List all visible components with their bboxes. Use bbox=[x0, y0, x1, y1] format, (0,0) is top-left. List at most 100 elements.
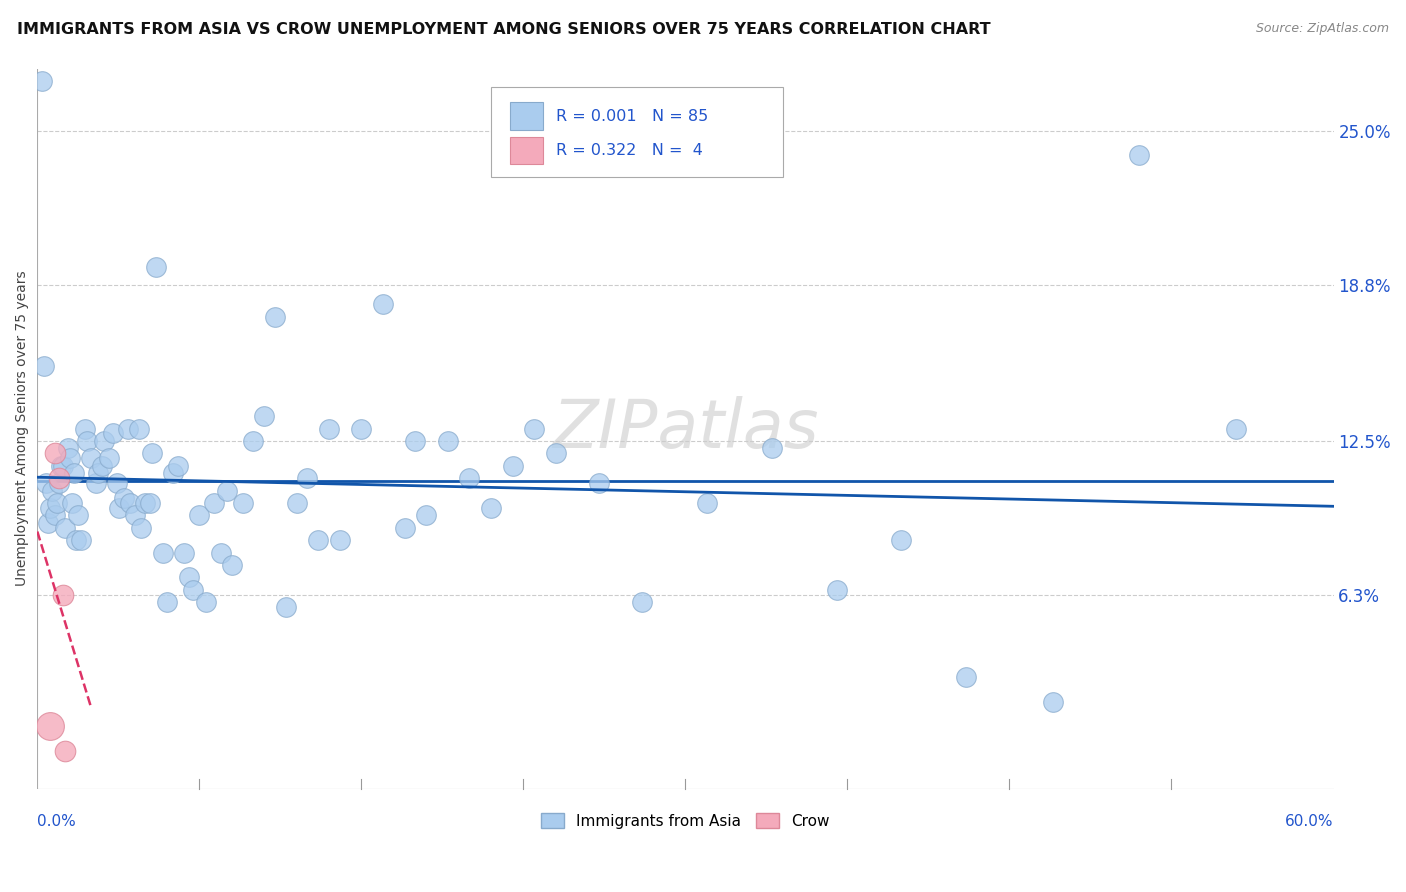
Point bbox=[307, 533, 329, 548]
Point bbox=[41, 483, 63, 498]
Point bbox=[1128, 148, 1150, 162]
Point bbox=[1225, 421, 1247, 435]
FancyBboxPatch shape bbox=[510, 103, 543, 129]
Point bbox=[39, 500, 62, 515]
Legend: Immigrants from Asia, Crow: Immigrants from Asia, Crow bbox=[534, 806, 837, 835]
Point bbox=[1042, 695, 1064, 709]
Point bbox=[49, 458, 72, 473]
Point bbox=[84, 476, 107, 491]
Point bbox=[48, 471, 70, 485]
Point bbox=[55, 521, 77, 535]
Point bbox=[138, 496, 160, 510]
FancyBboxPatch shape bbox=[510, 136, 543, 164]
Point bbox=[194, 595, 217, 609]
Point bbox=[955, 670, 977, 684]
Point bbox=[436, 434, 458, 448]
Point bbox=[37, 516, 59, 530]
Point bbox=[209, 546, 232, 560]
Point bbox=[188, 508, 211, 523]
Point bbox=[44, 446, 66, 460]
Point bbox=[458, 471, 481, 485]
Point bbox=[329, 533, 352, 548]
Point bbox=[124, 508, 146, 523]
Point bbox=[80, 451, 103, 466]
Text: Source: ZipAtlas.com: Source: ZipAtlas.com bbox=[1256, 22, 1389, 36]
Point bbox=[91, 458, 114, 473]
Point bbox=[45, 496, 67, 510]
Point bbox=[76, 434, 98, 448]
Point bbox=[173, 546, 195, 560]
Point bbox=[181, 582, 204, 597]
Point bbox=[371, 297, 394, 311]
Point bbox=[285, 496, 308, 510]
Point bbox=[120, 496, 142, 510]
Point bbox=[39, 719, 62, 733]
Text: ZIPatlas: ZIPatlas bbox=[553, 395, 818, 461]
Point bbox=[65, 533, 87, 548]
Point bbox=[544, 446, 567, 460]
Point bbox=[87, 467, 110, 481]
Point bbox=[129, 521, 152, 535]
FancyBboxPatch shape bbox=[491, 87, 783, 177]
Point bbox=[63, 467, 86, 481]
Text: R = 0.322   N =  4: R = 0.322 N = 4 bbox=[555, 143, 703, 158]
Point bbox=[221, 558, 243, 572]
Point bbox=[35, 476, 58, 491]
Point bbox=[141, 446, 163, 460]
Point bbox=[60, 496, 83, 510]
Point bbox=[350, 421, 373, 435]
Y-axis label: Unemployment Among Seniors over 75 years: Unemployment Among Seniors over 75 years bbox=[15, 270, 30, 586]
Point bbox=[97, 451, 120, 466]
Point bbox=[394, 521, 416, 535]
Point bbox=[162, 467, 184, 481]
Point bbox=[55, 744, 77, 758]
Point bbox=[101, 426, 124, 441]
Point bbox=[318, 421, 340, 435]
Text: R = 0.001   N = 85: R = 0.001 N = 85 bbox=[555, 109, 709, 123]
Point bbox=[52, 458, 75, 473]
Point bbox=[177, 570, 200, 584]
Point bbox=[232, 496, 254, 510]
Point bbox=[44, 508, 66, 523]
Point bbox=[204, 496, 226, 510]
Point bbox=[825, 582, 848, 597]
Point bbox=[31, 74, 53, 88]
Point bbox=[105, 476, 128, 491]
Point bbox=[108, 500, 131, 515]
Point bbox=[73, 421, 96, 435]
Text: 0.0%: 0.0% bbox=[38, 814, 76, 829]
Point bbox=[217, 483, 239, 498]
Point bbox=[297, 471, 319, 485]
Point bbox=[274, 600, 297, 615]
Point bbox=[112, 491, 135, 505]
Point bbox=[631, 595, 654, 609]
Point bbox=[128, 421, 150, 435]
Point bbox=[156, 595, 179, 609]
Point bbox=[152, 546, 174, 560]
Point bbox=[761, 442, 783, 456]
Point bbox=[145, 260, 167, 274]
Point bbox=[404, 434, 426, 448]
Point bbox=[502, 458, 524, 473]
Point bbox=[48, 476, 70, 491]
Text: IMMIGRANTS FROM ASIA VS CROW UNEMPLOYMENT AMONG SENIORS OVER 75 YEARS CORRELATIO: IMMIGRANTS FROM ASIA VS CROW UNEMPLOYMEN… bbox=[17, 22, 990, 37]
Point bbox=[696, 496, 718, 510]
Point bbox=[134, 496, 156, 510]
Point bbox=[415, 508, 437, 523]
Point bbox=[52, 588, 75, 602]
Point bbox=[166, 458, 188, 473]
Text: 60.0%: 60.0% bbox=[1285, 814, 1333, 829]
Point bbox=[93, 434, 115, 448]
Point bbox=[59, 451, 82, 466]
Point bbox=[56, 442, 79, 456]
Point bbox=[117, 421, 139, 435]
Point bbox=[67, 508, 90, 523]
Point bbox=[264, 310, 287, 324]
Point bbox=[32, 359, 55, 374]
Point bbox=[523, 421, 546, 435]
Point bbox=[890, 533, 912, 548]
Point bbox=[479, 500, 502, 515]
Point bbox=[588, 476, 610, 491]
Point bbox=[242, 434, 264, 448]
Point bbox=[253, 409, 276, 423]
